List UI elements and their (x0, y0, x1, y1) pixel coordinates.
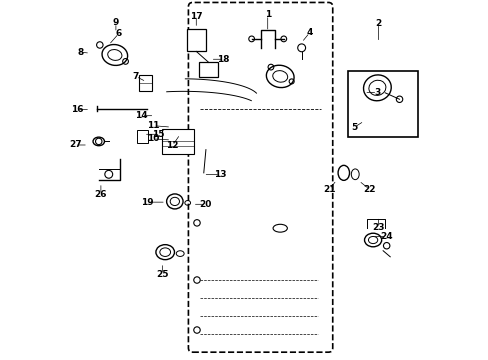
Text: 25: 25 (156, 270, 168, 279)
Text: 20: 20 (199, 200, 212, 209)
Text: 22: 22 (363, 185, 375, 194)
Text: 8: 8 (77, 48, 83, 57)
Text: 2: 2 (375, 19, 381, 28)
Text: 17: 17 (189, 12, 202, 21)
Text: 14: 14 (135, 111, 148, 120)
Bar (199, 63, 218, 77)
Text: 19: 19 (141, 198, 153, 207)
Bar (347, 71, 417, 137)
Text: 23: 23 (371, 223, 384, 232)
Text: 5: 5 (351, 123, 357, 132)
Text: 18: 18 (217, 55, 229, 64)
Bar (186, 29, 205, 51)
Text: 21: 21 (323, 185, 335, 194)
Text: 4: 4 (305, 28, 312, 37)
Text: 24: 24 (379, 232, 392, 241)
Text: 10: 10 (147, 134, 159, 143)
Text: 3: 3 (373, 88, 380, 97)
Text: 12: 12 (166, 141, 178, 150)
Text: 6: 6 (115, 29, 122, 38)
Text: 11: 11 (147, 121, 159, 130)
Text: 9: 9 (112, 18, 119, 27)
Bar (139, 75, 151, 91)
Text: 7: 7 (132, 72, 139, 81)
Text: 26: 26 (95, 190, 107, 199)
Text: 27: 27 (69, 140, 81, 149)
Text: 13: 13 (214, 170, 226, 179)
Text: 15: 15 (152, 130, 164, 139)
Text: 1: 1 (264, 10, 270, 19)
Bar (137, 130, 148, 143)
Bar (162, 129, 194, 154)
Text: 16: 16 (71, 105, 83, 114)
